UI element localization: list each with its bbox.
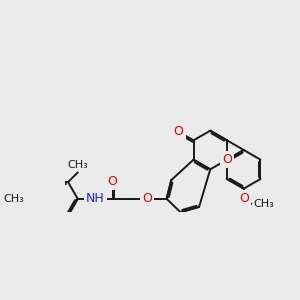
Text: CH₃: CH₃ <box>68 160 88 170</box>
Text: NH: NH <box>86 192 104 205</box>
Text: O: O <box>239 192 249 205</box>
Text: O: O <box>142 192 152 205</box>
Text: O: O <box>222 153 232 166</box>
Text: O: O <box>174 125 183 138</box>
Text: CH₃: CH₃ <box>254 199 274 209</box>
Text: O: O <box>108 175 118 188</box>
Text: CH₃: CH₃ <box>3 194 24 204</box>
